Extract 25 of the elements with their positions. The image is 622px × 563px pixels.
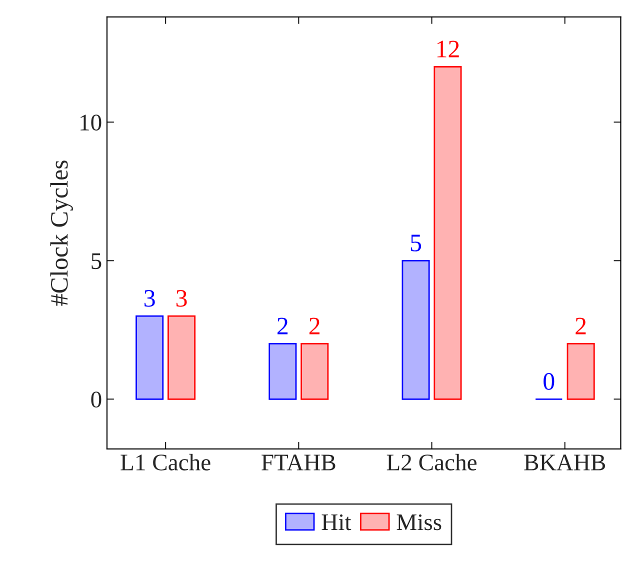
data-label: 0	[544, 373, 554, 390]
data-label: 2	[309, 318, 320, 334]
y-tick-label: 0	[91, 392, 102, 408]
x-tick-label: FTAHB	[262, 454, 336, 470]
y-tick-label: 5	[92, 253, 102, 270]
x-tick-label: L1 Cache	[120, 454, 210, 470]
bar	[268, 343, 297, 400]
data-label: 2	[576, 318, 586, 334]
y-tick-label: 10	[80, 114, 102, 131]
bar	[168, 315, 196, 400]
data-label: 5	[410, 234, 422, 252]
bar	[136, 315, 164, 400]
x-tick-label: BKAHB	[524, 454, 606, 470]
data-label: 3	[144, 290, 155, 307]
y-axis-title: #Clock Cycles	[50, 160, 73, 306]
bar	[434, 66, 462, 400]
data-label: 2	[278, 318, 288, 334]
data-label: 12	[437, 40, 459, 58]
x-tick-label: L2 Cache	[386, 454, 476, 470]
bar	[300, 343, 329, 400]
legend-label: Hit	[322, 514, 352, 530]
bar	[402, 260, 430, 400]
legend-label: Miss	[396, 514, 442, 530]
data-label: 3	[176, 290, 187, 307]
bar	[566, 343, 595, 400]
